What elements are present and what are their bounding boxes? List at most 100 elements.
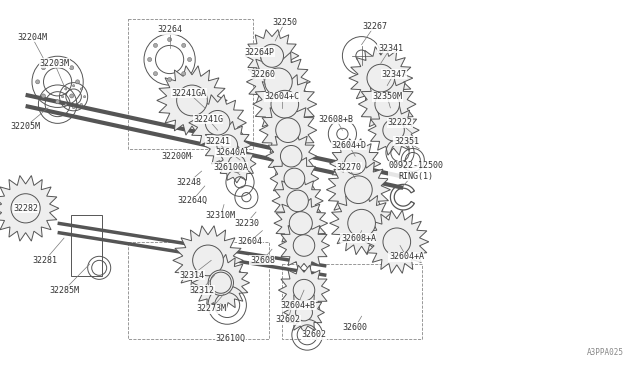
Text: 32604+C: 32604+C [264,92,299,101]
Polygon shape [218,144,256,183]
Polygon shape [266,131,317,181]
Circle shape [177,85,207,116]
Text: 32282: 32282 [13,204,38,213]
Circle shape [367,64,395,92]
Text: 32602: 32602 [275,315,301,324]
Polygon shape [349,46,413,110]
Text: 32604+B: 32604+B [280,301,315,310]
Circle shape [344,176,372,203]
Polygon shape [365,210,429,273]
Circle shape [80,103,83,106]
Circle shape [76,80,79,84]
Text: 32250: 32250 [272,18,298,27]
Text: 32281: 32281 [32,256,58,265]
Text: 32264Q: 32264Q [177,196,207,205]
Circle shape [65,103,67,106]
Circle shape [70,66,74,70]
Bar [71,215,102,276]
Circle shape [193,245,223,276]
Text: 32204M: 32204M [17,33,47,42]
Text: 32347: 32347 [381,70,406,79]
Text: 32351: 32351 [394,137,419,146]
Polygon shape [278,221,330,270]
Polygon shape [272,176,323,226]
Polygon shape [368,105,419,155]
Text: 32203M: 32203M [40,59,69,68]
Circle shape [42,94,45,98]
Text: 32270: 32270 [336,163,362,172]
Polygon shape [326,158,390,221]
Circle shape [344,153,366,174]
Text: 32264: 32264 [157,25,182,34]
Circle shape [375,92,399,116]
Text: 32267: 32267 [362,22,387,31]
Circle shape [148,57,152,62]
Polygon shape [330,192,394,255]
Circle shape [284,168,305,189]
Circle shape [217,135,237,155]
Text: 00922-12500
RING(1): 00922-12500 RING(1) [388,161,444,181]
Text: 32314: 32314 [179,271,205,280]
Polygon shape [270,154,319,203]
Circle shape [168,38,172,42]
Bar [128,242,269,339]
Polygon shape [246,50,310,114]
Circle shape [208,270,234,295]
Polygon shape [203,121,252,169]
Polygon shape [278,265,330,315]
Circle shape [182,71,186,76]
Circle shape [188,57,191,62]
Circle shape [205,110,230,135]
Polygon shape [192,254,250,311]
Circle shape [65,88,67,90]
Polygon shape [157,66,227,135]
Text: A3PPA025: A3PPA025 [587,348,624,357]
Text: 32640A: 32640A [216,148,245,157]
Text: 32610Q: 32610Q [216,334,245,343]
Circle shape [56,60,60,64]
Circle shape [168,77,172,81]
Text: 32608: 32608 [250,256,275,265]
Circle shape [228,155,245,172]
Text: 32248: 32248 [176,178,202,187]
Circle shape [72,84,75,87]
Text: 32230: 32230 [234,219,259,228]
Text: 32222: 32222 [387,118,413,127]
Text: 32241G: 32241G [193,115,223,124]
Circle shape [280,145,302,167]
Circle shape [264,68,292,96]
Text: 32604: 32604 [237,237,262,246]
Circle shape [80,88,83,90]
Circle shape [260,44,284,67]
Polygon shape [259,102,317,158]
Text: 32310M: 32310M [206,211,236,220]
Circle shape [154,44,157,48]
Bar [282,264,422,339]
Circle shape [154,71,157,76]
Text: 32264P: 32264P [244,48,274,57]
Circle shape [271,90,299,118]
Polygon shape [358,76,416,132]
Circle shape [293,235,315,256]
Polygon shape [245,30,299,82]
Circle shape [70,94,74,98]
Polygon shape [0,176,59,241]
Text: 32600: 32600 [342,323,368,332]
Bar [128,19,253,149]
Circle shape [383,228,411,256]
Text: 32604+D: 32604+D [332,141,366,150]
Polygon shape [284,292,324,333]
Circle shape [276,118,300,142]
Polygon shape [253,72,317,136]
Polygon shape [330,139,381,189]
Text: 32312: 32312 [189,286,214,295]
Circle shape [348,209,376,237]
Text: 32608+A: 32608+A [341,234,376,243]
Polygon shape [189,95,246,151]
Circle shape [11,194,40,223]
Text: 32205M: 32205M [11,122,40,131]
Text: 32200M: 32200M [161,152,191,161]
Text: 32260: 32260 [250,70,275,79]
Circle shape [293,279,315,301]
Circle shape [42,66,45,70]
